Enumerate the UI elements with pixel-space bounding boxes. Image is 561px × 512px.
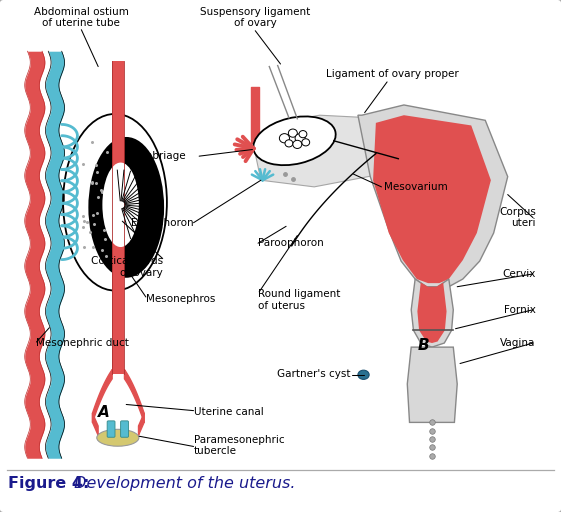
Circle shape [299, 131, 307, 138]
Circle shape [295, 134, 305, 143]
Text: Gartner's cyst: Gartner's cyst [277, 369, 351, 379]
Text: Corpus
uteri: Corpus uteri [499, 207, 536, 228]
Text: Figure 4:: Figure 4: [8, 476, 90, 492]
Text: Mesonephric duct: Mesonephric duct [36, 338, 130, 348]
Text: Epoophoron: Epoophoron [131, 218, 194, 228]
Text: Suspensory ligament
of ovary: Suspensory ligament of ovary [200, 7, 310, 28]
Polygon shape [411, 279, 453, 347]
Circle shape [285, 140, 293, 147]
Polygon shape [407, 347, 457, 422]
Text: Mesovarium: Mesovarium [384, 182, 448, 192]
Text: Round ligament
of uterus: Round ligament of uterus [258, 289, 341, 311]
Ellipse shape [358, 370, 369, 379]
Text: Abdominal ostium
of uterine tube: Abdominal ostium of uterine tube [34, 7, 129, 28]
Text: B: B [418, 338, 429, 353]
Text: Uterine canal: Uterine canal [194, 407, 263, 417]
Circle shape [293, 140, 302, 148]
Ellipse shape [89, 137, 164, 278]
Circle shape [302, 139, 310, 146]
Text: Mesonephros: Mesonephros [146, 294, 215, 305]
Ellipse shape [97, 429, 139, 446]
Text: A: A [98, 404, 109, 420]
Circle shape [288, 129, 297, 137]
Ellipse shape [254, 116, 335, 165]
Circle shape [279, 134, 289, 143]
Ellipse shape [63, 114, 167, 291]
Ellipse shape [102, 163, 139, 247]
Text: Paramesonephric
tubercle: Paramesonephric tubercle [194, 435, 284, 456]
Text: Cervix: Cervix [503, 269, 536, 279]
Polygon shape [373, 115, 491, 283]
Text: Fimbriage: Fimbriage [134, 151, 185, 161]
Text: Development of the uterus.: Development of the uterus. [69, 476, 296, 492]
Text: Fornix: Fornix [504, 305, 536, 315]
Text: Paroophoron: Paroophoron [258, 238, 324, 248]
FancyBboxPatch shape [121, 421, 128, 437]
Text: Cortical cords
of ovary: Cortical cords of ovary [90, 256, 163, 278]
FancyBboxPatch shape [107, 421, 115, 437]
Text: Vagina: Vagina [500, 338, 536, 348]
Polygon shape [255, 115, 381, 187]
Text: Ligament of ovary proper: Ligament of ovary proper [327, 69, 459, 79]
Polygon shape [417, 283, 447, 343]
Polygon shape [358, 105, 508, 289]
